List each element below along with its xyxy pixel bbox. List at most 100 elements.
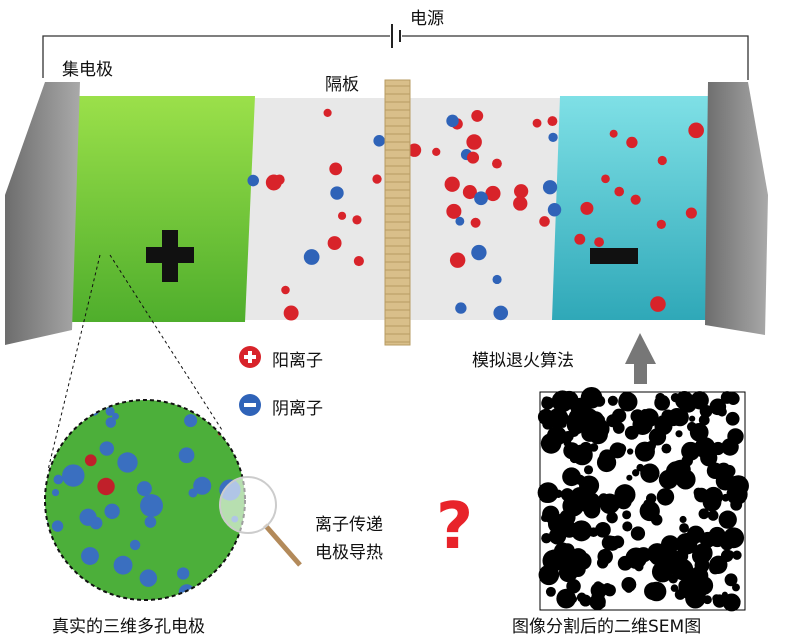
cation <box>432 147 441 157</box>
cation <box>513 196 528 211</box>
anion <box>542 180 558 195</box>
sem-pore <box>545 586 556 597</box>
cation <box>470 217 481 228</box>
anion <box>247 174 259 187</box>
question-mark: ? <box>436 490 474 564</box>
cation-label: 阳离子 <box>272 351 323 371</box>
lens-particle <box>234 560 245 580</box>
sem-pore <box>721 493 730 502</box>
sem-pore <box>689 415 696 422</box>
cation <box>657 155 667 166</box>
sem-pore <box>562 467 581 487</box>
cation <box>466 134 482 150</box>
cation <box>609 129 618 138</box>
cation <box>626 136 638 149</box>
sem-pore <box>624 584 634 593</box>
sem-pore <box>670 409 677 416</box>
sem-pore <box>711 441 725 456</box>
sem-pore <box>541 396 555 410</box>
sem-pore <box>726 483 748 505</box>
sem-pore <box>680 396 697 413</box>
sem-pore <box>679 523 689 533</box>
cation <box>446 203 462 219</box>
sem-pore <box>707 510 719 521</box>
cation <box>532 118 542 128</box>
sem-pore <box>640 463 660 483</box>
sem-pore <box>618 392 638 412</box>
cation <box>444 176 460 192</box>
sem-pore <box>579 475 600 496</box>
sem-pore <box>641 420 650 429</box>
sem-pore <box>680 533 688 541</box>
sem-pore <box>689 566 709 586</box>
cation <box>466 151 480 164</box>
anion <box>474 191 488 206</box>
sem-pore <box>606 511 618 524</box>
anion <box>330 186 344 200</box>
sem-pore <box>720 391 734 404</box>
sem-pore <box>627 448 634 455</box>
sem-pore <box>686 421 697 432</box>
cation <box>352 215 362 225</box>
sem-pore <box>593 581 603 591</box>
lens-particle <box>81 547 99 565</box>
sem-pore <box>603 584 616 597</box>
cation <box>283 305 299 321</box>
cation <box>337 211 347 220</box>
sem-pore <box>538 564 560 586</box>
sem-pore <box>626 474 633 481</box>
sem-pore <box>690 582 707 600</box>
sem-pore <box>540 566 550 575</box>
sem-pore <box>698 508 710 520</box>
sem-pore <box>611 535 625 549</box>
lens-particle <box>51 583 72 600</box>
lens-particle <box>105 406 115 416</box>
anion <box>492 274 502 285</box>
lens-particle <box>178 447 195 464</box>
sem-pore <box>727 428 744 445</box>
cation <box>514 184 529 199</box>
sem-pore <box>720 537 734 551</box>
cation <box>580 201 594 215</box>
sem-pore <box>652 432 660 439</box>
lens-particle <box>105 417 117 428</box>
sem-pore <box>595 521 611 538</box>
lens-particle <box>181 400 191 408</box>
sem-pore <box>732 550 742 560</box>
sem-pore <box>661 443 672 454</box>
lens-particle <box>193 476 212 495</box>
positive-electrode <box>60 96 255 322</box>
cation <box>462 185 477 200</box>
plus-sign-v <box>162 230 178 282</box>
sem-pore <box>547 407 569 429</box>
magnifier-handle <box>263 523 302 567</box>
separator <box>384 79 411 346</box>
lens-particle <box>89 516 103 530</box>
cation <box>471 109 484 122</box>
cation <box>407 143 422 157</box>
sem-pore <box>588 494 595 501</box>
sem-pore <box>716 462 731 477</box>
sem-pore <box>675 430 683 438</box>
current-collector-label: 集电极 <box>62 60 113 80</box>
sem-pore <box>718 510 737 529</box>
real-electrode-caption: 真实的三维多孔电极 <box>52 617 205 637</box>
sem-pore <box>548 527 567 545</box>
sem-pore <box>614 484 636 506</box>
anion <box>471 244 487 261</box>
lens-particle <box>97 477 115 496</box>
cation <box>594 237 604 247</box>
sem-pore <box>637 448 647 458</box>
sem-pore <box>730 498 743 511</box>
cation <box>281 285 290 295</box>
sem-pattern <box>537 386 749 612</box>
cation <box>688 122 704 139</box>
sem-pore <box>570 397 591 418</box>
sem-pore <box>698 414 710 426</box>
lens-particle <box>112 412 119 420</box>
left-current-collector <box>5 82 80 345</box>
sem-pore <box>722 593 741 612</box>
lens-particle <box>104 503 120 519</box>
sem-pore <box>658 415 666 423</box>
